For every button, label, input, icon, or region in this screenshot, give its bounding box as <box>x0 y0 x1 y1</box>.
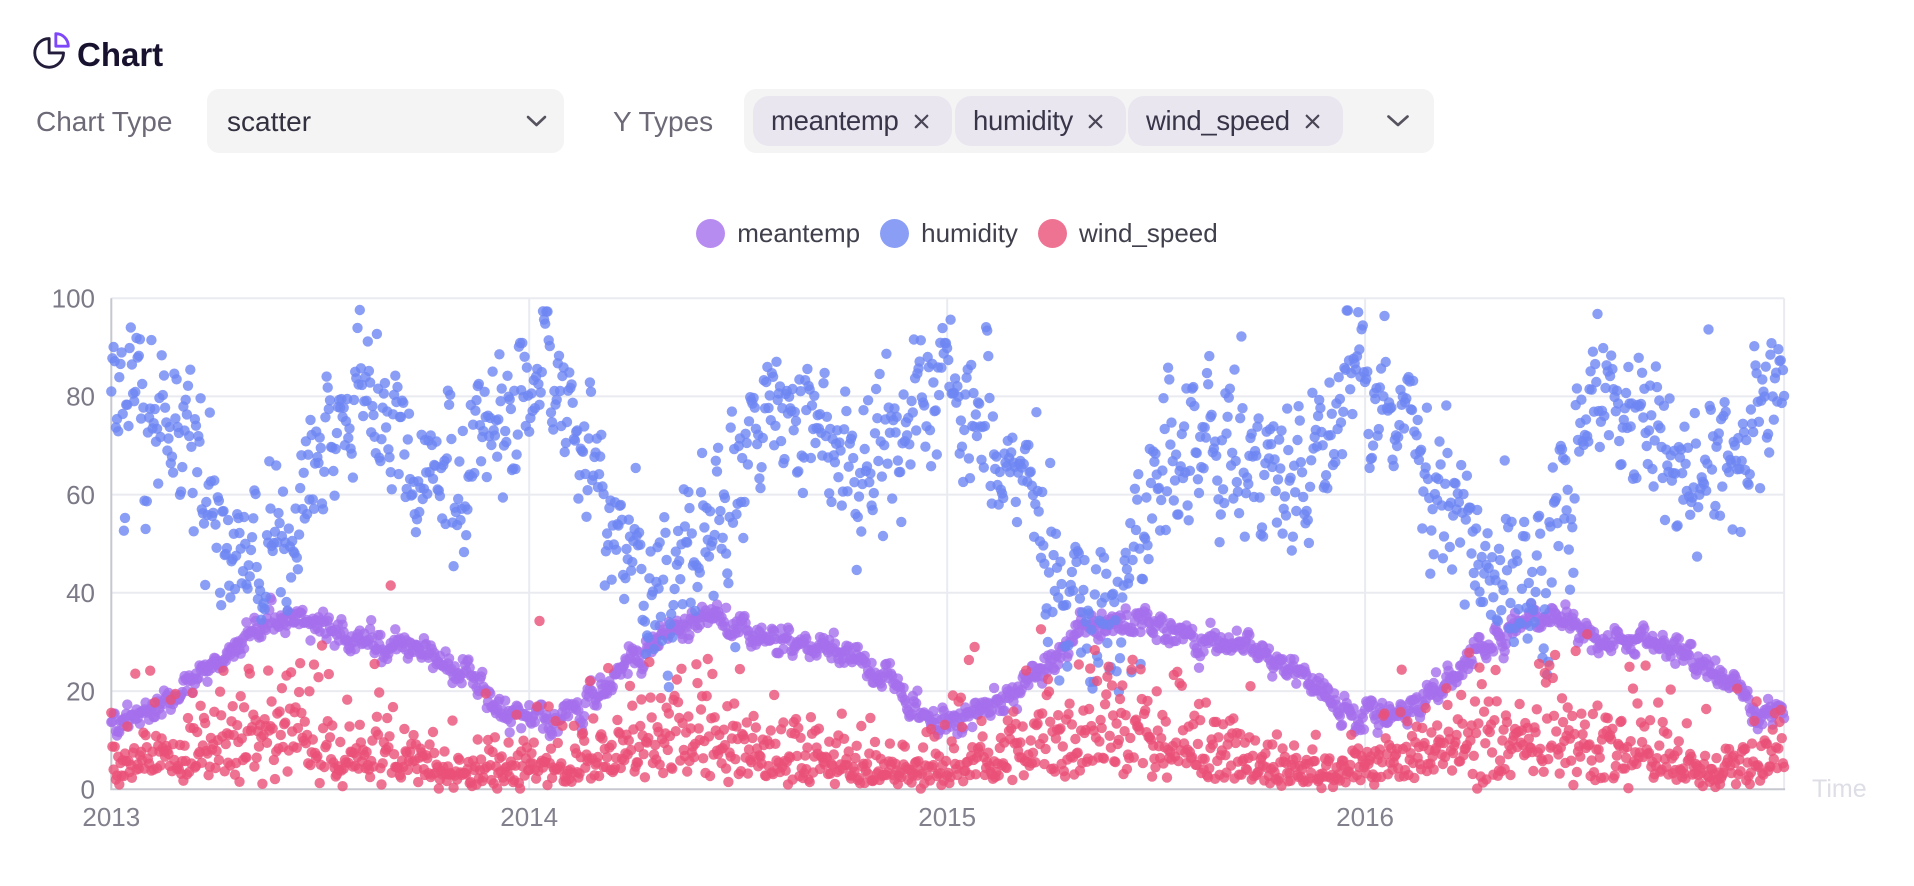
svg-text:40: 40 <box>66 578 95 608</box>
svg-text:2015: 2015 <box>918 802 976 832</box>
svg-text:20: 20 <box>66 676 95 706</box>
svg-text:2014: 2014 <box>500 802 558 832</box>
svg-text:2013: 2013 <box>82 802 140 832</box>
svg-text:60: 60 <box>66 480 95 510</box>
svg-text:80: 80 <box>66 382 95 412</box>
svg-text:0: 0 <box>81 775 95 805</box>
svg-text:2016: 2016 <box>1336 802 1394 832</box>
svg-text:100: 100 <box>52 284 95 314</box>
svg-text:Time: Time <box>1812 775 1867 803</box>
